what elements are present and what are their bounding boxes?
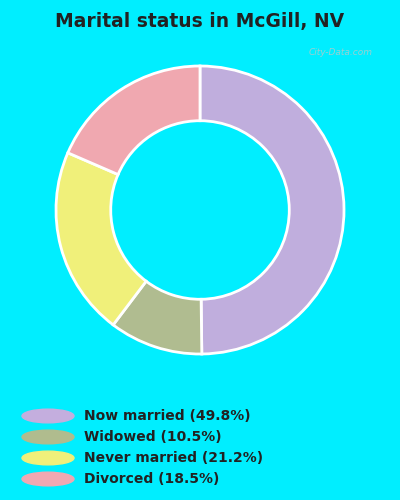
- Wedge shape: [68, 66, 200, 174]
- Text: Now married (49.8%): Now married (49.8%): [84, 409, 251, 423]
- Text: Divorced (18.5%): Divorced (18.5%): [84, 472, 219, 486]
- Text: Widowed (10.5%): Widowed (10.5%): [84, 430, 222, 444]
- Text: Marital status in McGill, NV: Marital status in McGill, NV: [56, 12, 344, 32]
- Circle shape: [22, 472, 74, 486]
- Wedge shape: [200, 66, 344, 354]
- Circle shape: [22, 430, 74, 444]
- Circle shape: [22, 409, 74, 423]
- Circle shape: [22, 451, 74, 465]
- Wedge shape: [113, 281, 202, 354]
- Wedge shape: [56, 153, 146, 325]
- Text: Never married (21.2%): Never married (21.2%): [84, 451, 263, 465]
- Text: City-Data.com: City-Data.com: [309, 48, 373, 57]
